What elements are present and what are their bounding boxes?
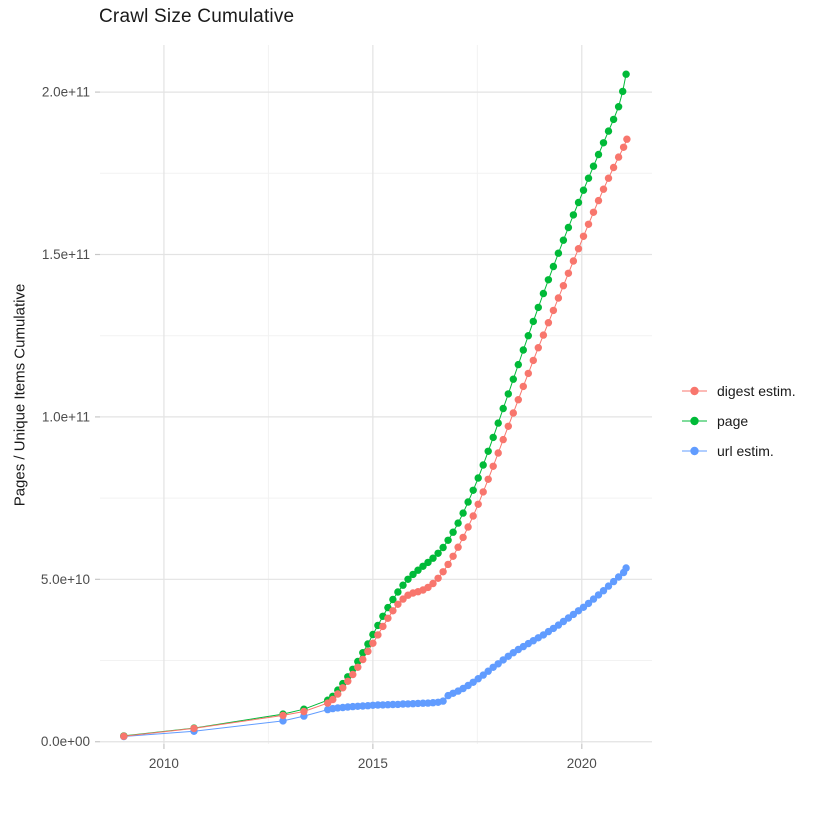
legend-label: page (717, 413, 749, 429)
svg-text:1.0e+11: 1.0e+11 (42, 409, 90, 424)
svg-text:1.5e+11: 1.5e+11 (42, 247, 90, 262)
svg-text:2015: 2015 (358, 756, 388, 771)
y-axis-title: Pages / Unique Items Cumulative (11, 283, 29, 507)
chart-title: Crawl Size Cumulative (99, 6, 295, 27)
svg-text:2.0e+11: 2.0e+11 (42, 85, 90, 100)
svg-text:5.0e+10: 5.0e+10 (41, 572, 90, 587)
svg-text:2020: 2020 (567, 756, 597, 771)
legend-item-page: page (681, 406, 796, 436)
legend-item-digest-estim: digest estim. (681, 376, 796, 406)
legend-label: url estim. (717, 443, 774, 459)
legend-label: digest estim. (717, 383, 796, 399)
legend-key-icon (682, 446, 707, 456)
svg-text:2010: 2010 (149, 756, 179, 771)
svg-text:0.0e+00: 0.0e+00 (41, 734, 90, 749)
legend: digest estim. page url estim. (681, 376, 796, 466)
legend-key-icon (682, 386, 707, 396)
legend-key-icon (682, 416, 707, 426)
legend-item-url-estim: url estim. (681, 436, 796, 466)
